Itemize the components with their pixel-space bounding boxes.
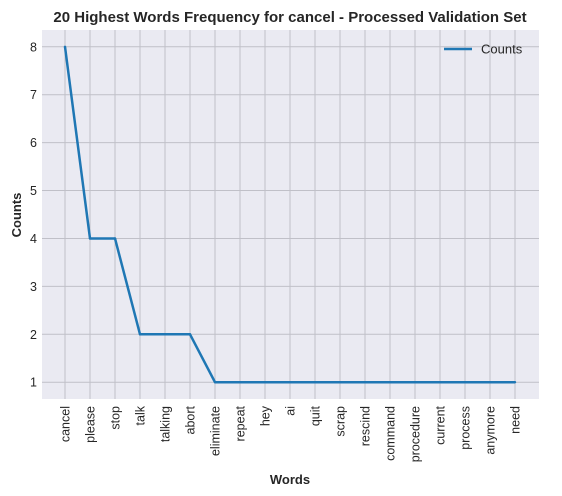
- data-point-scrap: [338, 381, 342, 384]
- x-tick-label: anymore: [484, 406, 498, 455]
- data-point-anymore: [488, 381, 492, 384]
- grid: [42, 30, 539, 399]
- data-point-ai: [288, 381, 292, 384]
- data-point-command: [388, 381, 392, 384]
- data-point-quit: [313, 381, 317, 384]
- data-point-talk: [138, 333, 142, 336]
- y-tick-label: 4: [30, 232, 37, 246]
- data-point-current: [438, 381, 442, 384]
- data-point-hey: [263, 381, 267, 384]
- data-point-talking: [163, 333, 167, 336]
- y-tick-label: 8: [30, 40, 37, 54]
- x-tick-label: ai: [284, 406, 298, 416]
- x-tick-label: repeat: [234, 405, 248, 441]
- data-points: [63, 45, 517, 384]
- x-tick-label: scrap: [334, 406, 348, 437]
- x-tick-label: rescind: [359, 406, 373, 446]
- data-point-procedure: [413, 381, 417, 384]
- x-tick-label: cancel: [59, 406, 73, 442]
- data-point-stop: [113, 237, 117, 240]
- y-tick-label: 7: [30, 88, 37, 102]
- data-point-eliminate: [213, 381, 217, 384]
- x-axis-label: Words: [270, 472, 310, 487]
- y-tick-label: 5: [30, 184, 37, 198]
- data-point-repeat: [238, 381, 242, 384]
- y-axis-ticks: 1 2 3 4 5 6 7 8: [30, 40, 37, 389]
- x-tick-label: please: [84, 406, 98, 443]
- y-tick-label: 3: [30, 280, 37, 294]
- x-tick-label: talking: [159, 406, 173, 442]
- data-point-process: [463, 381, 467, 384]
- x-tick-label: need: [509, 406, 523, 434]
- x-tick-label: hey: [259, 405, 273, 426]
- y-tick-label: 2: [30, 328, 37, 342]
- y-axis-label: Counts: [9, 193, 24, 238]
- x-tick-label: process: [459, 406, 473, 450]
- data-point-abort: [188, 333, 192, 336]
- chart-title: 20 Highest Words Frequency for cancel - …: [53, 9, 526, 26]
- x-tick-label: abort: [184, 405, 198, 434]
- x-axis-ticks: cancel please stop talk talking abort eliminat…: [59, 405, 523, 462]
- x-tick-label: quit: [309, 405, 323, 426]
- legend-label-counts: Counts: [481, 42, 523, 57]
- data-point-cancel: [63, 45, 67, 48]
- x-tick-label: current: [434, 405, 448, 444]
- x-tick-label: command: [384, 406, 398, 461]
- x-tick-label: procedure: [409, 406, 423, 462]
- data-point-rescind: [363, 381, 367, 384]
- legend: Counts: [444, 42, 523, 57]
- y-tick-label: 6: [30, 136, 37, 150]
- data-point-need: [513, 381, 517, 384]
- x-tick-label: talk: [134, 405, 148, 425]
- x-tick-label: eliminate: [209, 406, 223, 456]
- data-point-please: [88, 237, 92, 240]
- y-tick-label: 1: [30, 376, 37, 390]
- x-tick-label: stop: [109, 406, 123, 430]
